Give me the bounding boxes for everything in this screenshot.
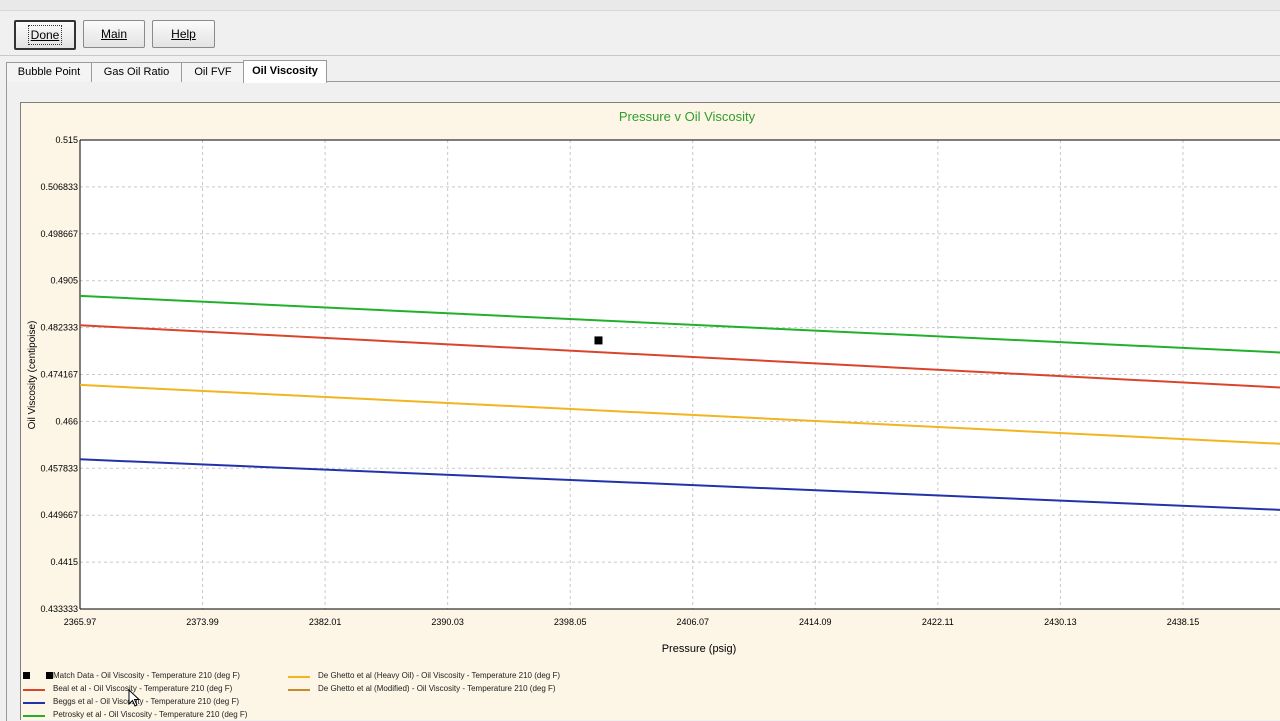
tab-oil-viscosity[interactable]: Oil Viscosity xyxy=(243,60,327,83)
legend-label: Petrosky et al - Oil Viscosity - Tempera… xyxy=(53,710,248,719)
chart-title: Pressure v Oil Viscosity xyxy=(619,109,756,124)
y-tick-label: 0.466 xyxy=(55,416,78,426)
x-tick-label: 2406.07 xyxy=(676,617,709,627)
x-tick-label: 2390.03 xyxy=(431,617,464,627)
mouse-cursor-icon xyxy=(128,689,141,707)
tab-bubble-point[interactable]: Bubble Point xyxy=(6,62,92,82)
main-button-label: Main xyxy=(100,27,127,41)
x-tick-label: 2438.15 xyxy=(1167,617,1200,627)
done-button-label: Done xyxy=(27,25,63,45)
tab-gas-oil-ratio[interactable]: Gas Oil Ratio xyxy=(91,62,182,82)
y-tick-label: 0.474167 xyxy=(40,369,78,379)
help-button-label: Help xyxy=(171,27,196,41)
main-button[interactable]: Main xyxy=(83,20,145,48)
y-tick-label: 0.4415 xyxy=(50,557,78,567)
y-axis-label: Oil Viscosity (centipoise) xyxy=(27,321,38,430)
y-tick-label: 0.4905 xyxy=(50,276,78,286)
y-tick-label: 0.498667 xyxy=(40,229,78,239)
x-tick-label: 2365.97 xyxy=(64,617,97,627)
legend-swatch xyxy=(288,689,310,691)
y-tick-label: 0.449667 xyxy=(40,510,78,520)
legend-label: De Ghetto et al (Heavy Oil) - Oil Viscos… xyxy=(318,671,561,680)
legend-area xyxy=(20,667,1280,720)
legend-marker xyxy=(46,672,53,679)
y-tick-label: 0.457833 xyxy=(40,463,78,473)
toolbar: Done Main Help xyxy=(0,11,1280,56)
x-tick-label: 2398.05 xyxy=(554,617,587,627)
x-tick-label: 2382.01 xyxy=(309,617,342,627)
legend-swatch xyxy=(23,715,45,717)
x-tick-label: 2430.13 xyxy=(1044,617,1077,627)
x-tick-label: 2373.99 xyxy=(186,617,219,627)
series-line-4 xyxy=(79,383,1280,445)
window-top-strip xyxy=(0,0,1280,11)
x-tick-label: 2422.11 xyxy=(922,617,954,627)
x-tick-label: 2414.09 xyxy=(799,617,832,627)
y-tick-label: 0.506833 xyxy=(40,182,78,192)
tab-oil-fvf[interactable]: Oil FVF xyxy=(181,62,245,82)
legend-label: Beal et al - Oil Viscosity - Temperature… xyxy=(53,684,233,693)
legend-marker xyxy=(23,672,30,679)
done-button[interactable]: Done xyxy=(14,20,76,50)
help-button[interactable]: Help xyxy=(152,20,215,48)
match-data-point xyxy=(594,336,603,345)
legend-label: Beggs et al - Oil Viscosity - Temperatur… xyxy=(53,697,240,706)
x-axis-label: Pressure (psig) xyxy=(662,643,737,655)
series-line-1 xyxy=(79,324,1280,389)
y-tick-label: 0.433333 xyxy=(40,604,78,614)
y-tick-label: 0.515 xyxy=(55,135,78,145)
series-line-2 xyxy=(79,458,1280,511)
legend-swatch xyxy=(288,676,310,678)
legend-label: Match Data - Oil Viscosity - Temperature… xyxy=(53,671,240,680)
series-line-3 xyxy=(79,294,1280,354)
y-tick-label: 0.482333 xyxy=(40,323,78,333)
legend-swatch xyxy=(23,702,45,704)
legend-swatch xyxy=(23,689,45,691)
legend-label: De Ghetto et al (Modified) - Oil Viscosi… xyxy=(318,684,556,693)
